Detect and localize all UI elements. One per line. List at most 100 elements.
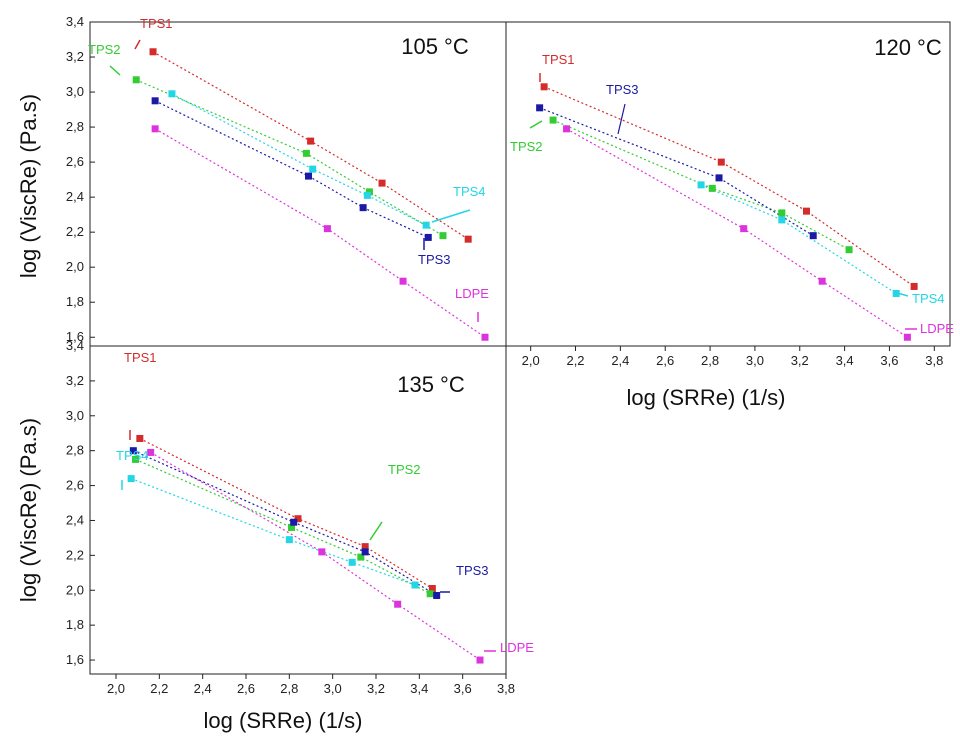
x-tick-label: 3,0 [746,353,764,368]
x-tick-label: 3,8 [497,681,515,696]
y-tick-label: 3,4 [66,14,84,29]
annotation-ldpe: LDPE [920,321,954,336]
data-point-tps1 [717,158,725,166]
x-tick-label: 3,6 [880,353,898,368]
data-point-tps1 [307,137,315,145]
panel-105-ylabel: log (ViscRe) (Pa.s) [16,94,41,278]
data-point-ldpe [818,277,826,285]
data-point-tps1 [540,83,548,91]
y-tick-label: 3,2 [66,49,84,64]
data-point-tps4 [168,90,176,98]
data-point-tps3 [151,97,159,105]
x-tick-label: 3,8 [925,353,943,368]
y-tick-label: 2,6 [66,154,84,169]
y-tick-label: 2,2 [66,224,84,239]
y-tick-label: 3,4 [66,338,84,353]
panel-105: 1,6 1,8 2,0 2,2 2,4 2,6 2,8 3,0 3,2 3,4 105 °C lo… [16,14,507,347]
panel-135-title: 135 °C [397,372,465,397]
annotation-tps4: TPS4 [453,184,486,199]
panel-135-frame [89,345,507,675]
annotation-tps2-arrow [529,120,543,129]
data-point-ldpe [740,225,748,233]
x-tick-label: 2,8 [280,681,298,696]
data-point-tps4 [411,581,419,589]
data-point-tps2 [288,523,295,531]
data-point-tps4 [127,475,135,483]
panel-105-frame [89,21,507,347]
y-tick-label: 2,4 [66,189,84,204]
data-point-tps4 [348,558,356,566]
series-line-ldpe [150,451,481,661]
x-tick-label: 3,0 [324,681,342,696]
x-tick-label: 2,2 [566,353,584,368]
x-tick-label: 2,0 [522,353,540,368]
x-tick-label: 3,4 [836,353,854,368]
series-line-tps1 [139,437,433,590]
series-line-ldpe [154,128,486,338]
data-point-tps1 [910,282,918,290]
data-point-tps2 [439,232,447,240]
x-tick-label: 2,0 [107,681,125,696]
data-point-tps4 [285,536,293,544]
data-point-tps1 [464,235,472,243]
annotation-tps4-arrow [893,291,909,297]
series-line-tps2 [135,79,444,237]
y-tick-label: 2,2 [66,547,84,562]
data-point-tps2 [365,188,373,196]
data-point-tps3 [424,233,432,241]
x-tick-label: 2,4 [611,353,629,368]
data-point-ldpe [151,125,159,133]
data-point-tps2 [426,590,434,598]
y-tick-label: 2,8 [66,443,84,458]
data-point-tps4 [309,165,317,173]
data-point-tps4 [422,221,430,229]
data-point-tps2 [132,76,140,84]
annotation-tps4: TPS4 [116,448,149,463]
x-tick-label: 2,2 [150,681,168,696]
data-point-tps3 [809,232,817,240]
data-point-tps2 [845,246,853,254]
data-point-tps2 [357,553,365,561]
data-point-tps3 [433,591,441,599]
series-line-tps2 [135,458,431,595]
y-tick-label: 1,6 [66,652,84,667]
y-tick-label: 2,4 [66,512,84,527]
y-tick-label: 1,6 [66,329,84,344]
annotation-tps1: TPS1 [124,350,157,365]
data-point-ldpe [323,225,331,233]
data-point-tps3 [129,447,137,455]
data-point-tps1 [802,207,810,215]
series-line-tps4 [700,184,897,295]
annotation-tps2: TPS2 [88,42,121,57]
series-line-tps3 [154,100,429,238]
series-line-tps4 [171,93,427,226]
y-tick-label: 3,0 [66,408,84,423]
data-point-tps2 [549,116,557,124]
y-tick-label: 2,0 [66,259,84,274]
data-point-tps1 [149,48,157,56]
series-line-tps1 [152,51,469,240]
data-point-tps1 [294,515,302,523]
y-tick-label: 2,8 [66,119,84,134]
series-line-ldpe [566,128,908,338]
annotation-tps2: TPS2 [510,139,543,154]
data-point-ldpe [318,548,326,556]
x-tick-label: 2,4 [194,681,212,696]
data-point-tps2 [778,209,786,217]
data-point-ldpe [394,600,402,608]
data-point-tps1 [361,543,369,551]
x-tick-label: 3,2 [791,353,809,368]
series-line-tps1 [543,86,915,287]
annotation-tps2-arrow [109,65,121,76]
y-tick-label: 2,6 [66,478,84,493]
data-point-tps3 [361,548,369,556]
y-tick-label: 2,0 [66,582,84,597]
data-point-tps4 [363,191,371,199]
series-line-tps2 [552,119,850,251]
annotation-tps3-arrow [617,103,626,135]
data-point-ldpe [476,656,484,664]
annotation-tps3: TPS3 [606,82,639,97]
panel-135-ylabel: log (ViscRe) (Pa.s) [16,418,41,602]
annotation-ldpe: LDPE [500,640,534,655]
